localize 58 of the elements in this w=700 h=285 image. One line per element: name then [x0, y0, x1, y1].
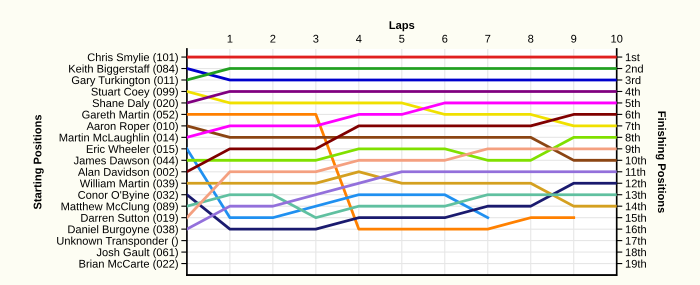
line-series	[186, 147, 617, 220]
y2-tick-label: 16th	[626, 225, 646, 234]
category-label: Unknown Transponder ()	[57, 236, 178, 247]
y2-tick-label: 15th	[626, 214, 646, 222]
line-series	[186, 102, 617, 139]
x-tick-label: 1	[228, 34, 232, 43]
y2-tick-label: 19th	[626, 260, 646, 268]
category-label: Alan Davidson (002)	[78, 168, 178, 178]
y2-tick-label: 5th	[625, 98, 640, 108]
category-label: Matthew McClung (089)	[62, 202, 178, 213]
y2-tick-label: 9th	[626, 144, 640, 153]
y2-tick-label: 18th	[626, 248, 646, 256]
y2-tick-label: 6th	[626, 110, 640, 119]
line-series	[186, 113, 617, 174]
y2-tick-label: 10th	[626, 156, 646, 164]
x-tick-label: 2	[270, 34, 276, 43]
category-label: Conor O'Byine (032)	[78, 190, 178, 202]
x-tick-label: 6	[442, 34, 448, 43]
category-label: Shane Daly (020)	[92, 98, 178, 110]
x-tick-label: 5	[399, 34, 404, 43]
category-label: Chris Smylie (101)	[88, 53, 178, 64]
line-series	[186, 147, 490, 220]
category-label: Eric Wheeler (015)	[86, 144, 178, 156]
y2-tick-label: 17th	[626, 236, 646, 245]
category-label: Gareth Martin (052)	[82, 110, 178, 121]
line-series	[186, 90, 617, 128]
category-label: Darren Sutton (019)	[81, 214, 178, 224]
category-label: James Dawson (044)	[74, 156, 178, 167]
category-label: Martin McLaughlin (014)	[60, 133, 178, 144]
line-series	[186, 170, 617, 231]
category-label: Keith Biggerstaff (084)	[69, 64, 178, 75]
x-axis-title: Laps	[390, 21, 414, 32]
category-label: Josh Gault (061)	[96, 248, 178, 258]
x-tick-label: 8	[528, 34, 534, 43]
y2-tick-label: 11th	[626, 168, 646, 176]
y2-tick-label: 7th	[626, 122, 640, 130]
x-tick-label: 10	[611, 34, 622, 43]
y2-tick-label: 8th	[626, 133, 640, 142]
y2-tick-label: 13th	[626, 190, 646, 199]
y2-tick-label: 14th	[626, 202, 646, 210]
category-label: Daniel Burgoyne (038)	[68, 225, 178, 236]
x-tick-label: 9	[571, 34, 576, 43]
x-tick-label: 3	[313, 34, 318, 43]
x-tick-label: 4	[356, 34, 362, 43]
y2-tick-label: 1st	[626, 53, 640, 62]
y2-tick-label: 2nd	[626, 64, 643, 73]
y2-tick-label: 4th	[625, 87, 640, 96]
line-series	[186, 182, 617, 231]
category-label: Stuart Coey (099)	[91, 87, 178, 98]
category-label: Aaron Roper (010)	[86, 122, 178, 132]
category-label: Gary Turkington (011)	[72, 76, 178, 86]
y2-tick-label: 12th	[626, 179, 646, 188]
text: Starting Positions	[33, 114, 44, 210]
category-label: William Martin (039)	[80, 179, 178, 190]
y2-axis-title: Finishing Positions	[656, 112, 666, 213]
x-tick-label: 7	[485, 34, 490, 43]
category-label: Brian McCarte (022)	[79, 260, 178, 270]
y2-tick-label: 3rd	[625, 76, 640, 84]
